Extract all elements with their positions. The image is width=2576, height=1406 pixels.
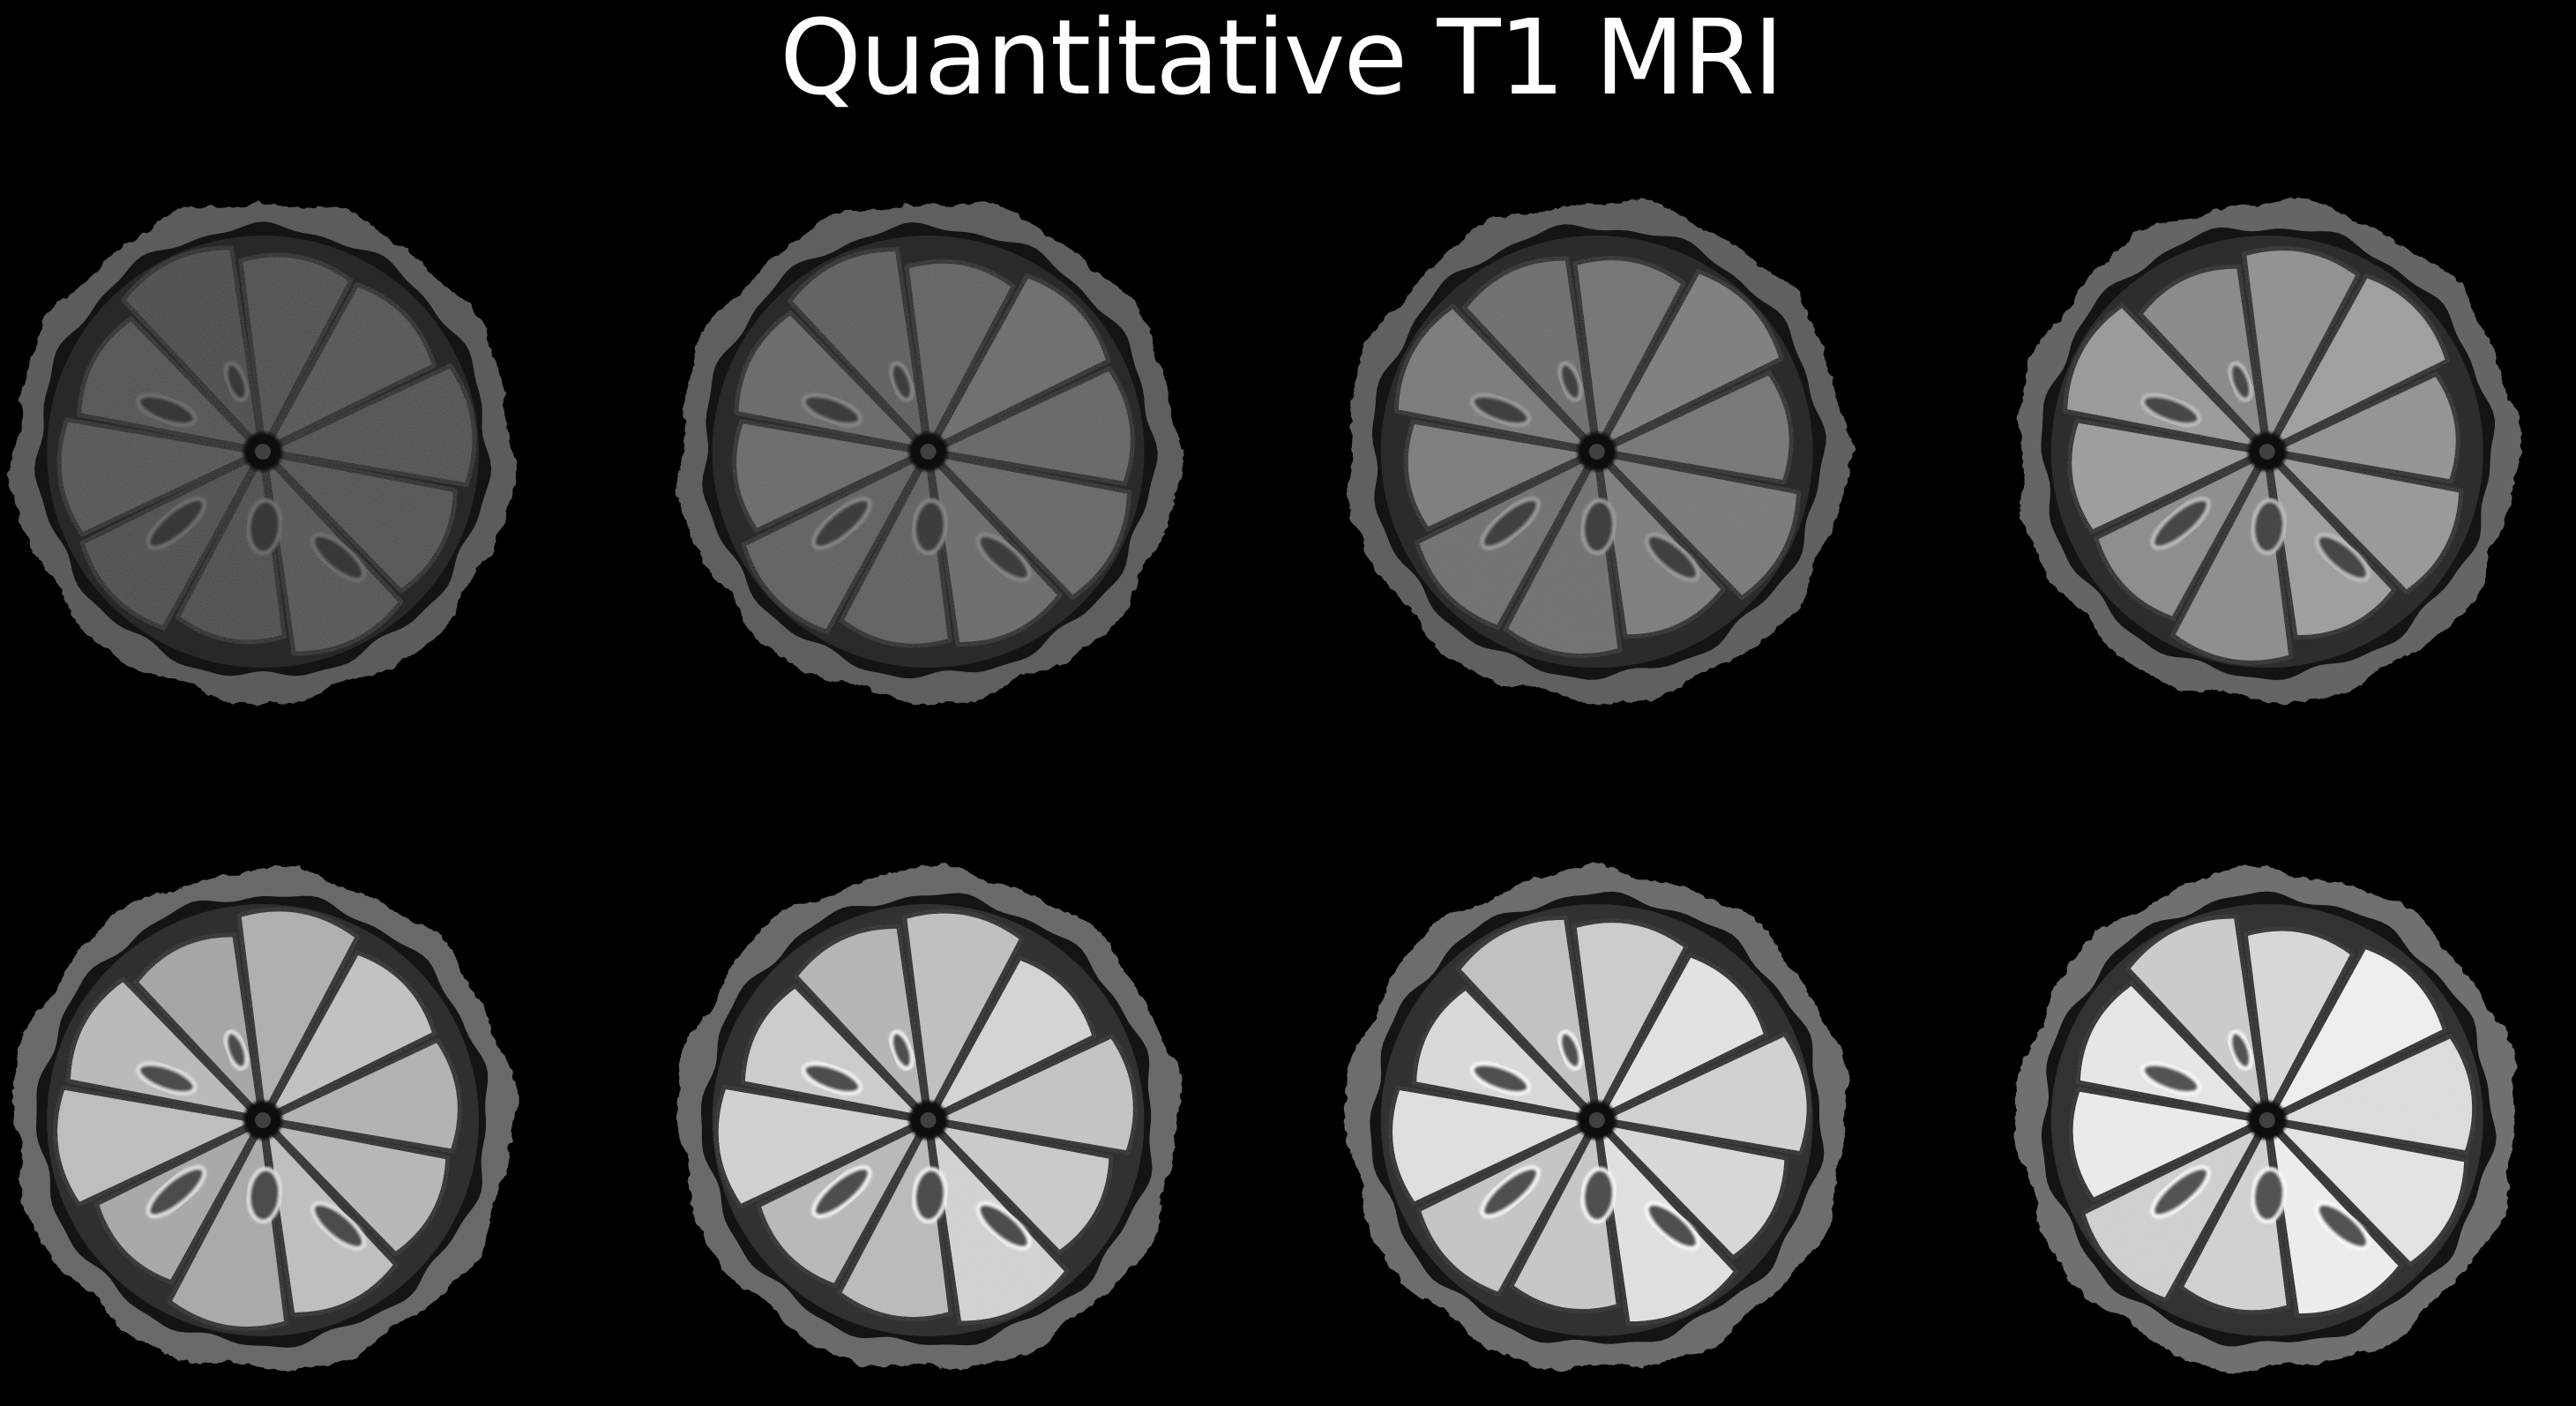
- core-center: [921, 444, 937, 460]
- core-center: [255, 1112, 271, 1128]
- mri-panel: [2015, 865, 2515, 1372]
- mri-panel: [1345, 864, 1848, 1371]
- mri-panel: [9, 204, 517, 704]
- core-center: [255, 444, 271, 460]
- mri-panel: [12, 865, 518, 1371]
- core-center: [921, 1112, 937, 1128]
- core-center: [1589, 444, 1605, 460]
- mri-panel: [676, 204, 1183, 705]
- core-center: [2259, 1112, 2275, 1128]
- figure-title: Quantitative T1 MRI: [0, 0, 2576, 123]
- core-center: [2259, 444, 2275, 460]
- figure-title-text: Quantitative T1 MRI: [780, 5, 1782, 109]
- mri-panel: [1348, 200, 1853, 704]
- mri-panel: [2019, 198, 2523, 704]
- mri-image-grid: [0, 123, 2576, 1406]
- mri-panel: [676, 864, 1181, 1369]
- core-center: [1589, 1112, 1605, 1128]
